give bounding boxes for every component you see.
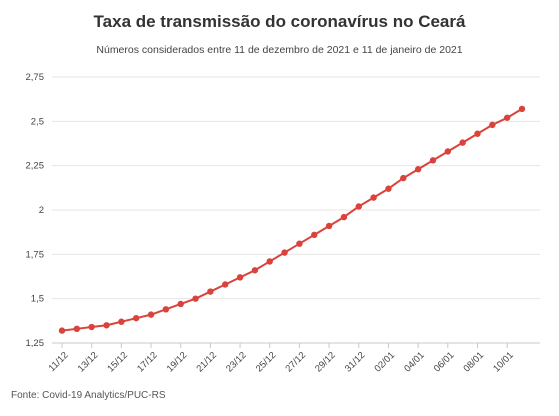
data-point [222,281,229,288]
x-tick-label: 21/12 [194,350,219,375]
x-tick-label: 06/01 [432,350,457,375]
data-point [281,249,288,256]
data-point [474,130,481,137]
y-tick-label: 2,5 [31,116,44,127]
data-points [58,105,526,334]
data-point [132,314,140,322]
y-axis-tick-labels: 1,25 1,5 1,75 2 2,25 2,5 2,75 [26,72,45,349]
data-point [370,194,377,201]
y-tick-label: 1,25 [26,338,45,349]
x-tick-label: 13/12 [76,350,101,375]
data-point [147,311,155,318]
x-tick-label: 27/12 [283,350,308,375]
data-point [192,295,199,302]
data-point [489,121,496,129]
x-tick-label: 17/12 [135,350,160,375]
data-point [118,318,125,325]
data-point [355,203,362,210]
data-point [251,267,259,274]
data-point [296,240,303,247]
grid-lines [52,76,540,300]
chart-subtitle: Números considerados entre 11 de dezembr… [96,44,463,56]
data-point [177,300,184,308]
data-point [103,322,110,329]
x-tick-label: 31/12 [343,350,368,375]
y-tick-label: 1,75 [26,249,45,260]
data-point [414,166,422,173]
y-tick-label: 2,75 [26,72,45,83]
data-point [207,288,214,295]
data-point [73,325,81,333]
series-line [61,108,523,332]
x-tick-label: 11/12 [47,350,71,374]
x-tick-label: 02/01 [373,350,398,375]
x-tick-label: 23/12 [224,350,249,375]
x-tick-label: 29/12 [313,350,338,375]
y-tick-label: 2,25 [26,161,45,172]
data-point [266,258,273,265]
x-tick-label: 10/01 [491,350,516,375]
chart-title: Taxa de transmissão do coronavírus no Ce… [93,12,466,31]
data-point [503,114,511,121]
x-tick-label: 25/12 [254,350,279,375]
y-tick-label: 2 [39,205,44,216]
data-point [236,274,244,281]
data-point [311,231,318,239]
data-point [340,213,348,221]
data-point [58,327,66,334]
x-tick-label: 19/12 [165,350,190,375]
x-axis-tick-labels: 11/12 13/12 15/12 17/12 19/12 21/12 23/12 25/12… [47,343,516,374]
x-tick-label: 15/12 [105,350,130,375]
chart-source: Fonte: Covid-19 Analytics/PUC-RS [11,390,166,401]
data-point [518,105,526,113]
data-point [88,323,95,331]
x-tick-label: 04/01 [402,350,427,375]
data-point [459,139,466,146]
data-point [385,185,392,192]
data-point [429,157,437,164]
data-point [444,148,452,155]
x-tick-label: 08/01 [462,350,487,375]
data-point [162,306,170,313]
y-tick-label: 1,5 [31,294,44,305]
data-point [400,174,407,182]
data-point [325,222,333,230]
